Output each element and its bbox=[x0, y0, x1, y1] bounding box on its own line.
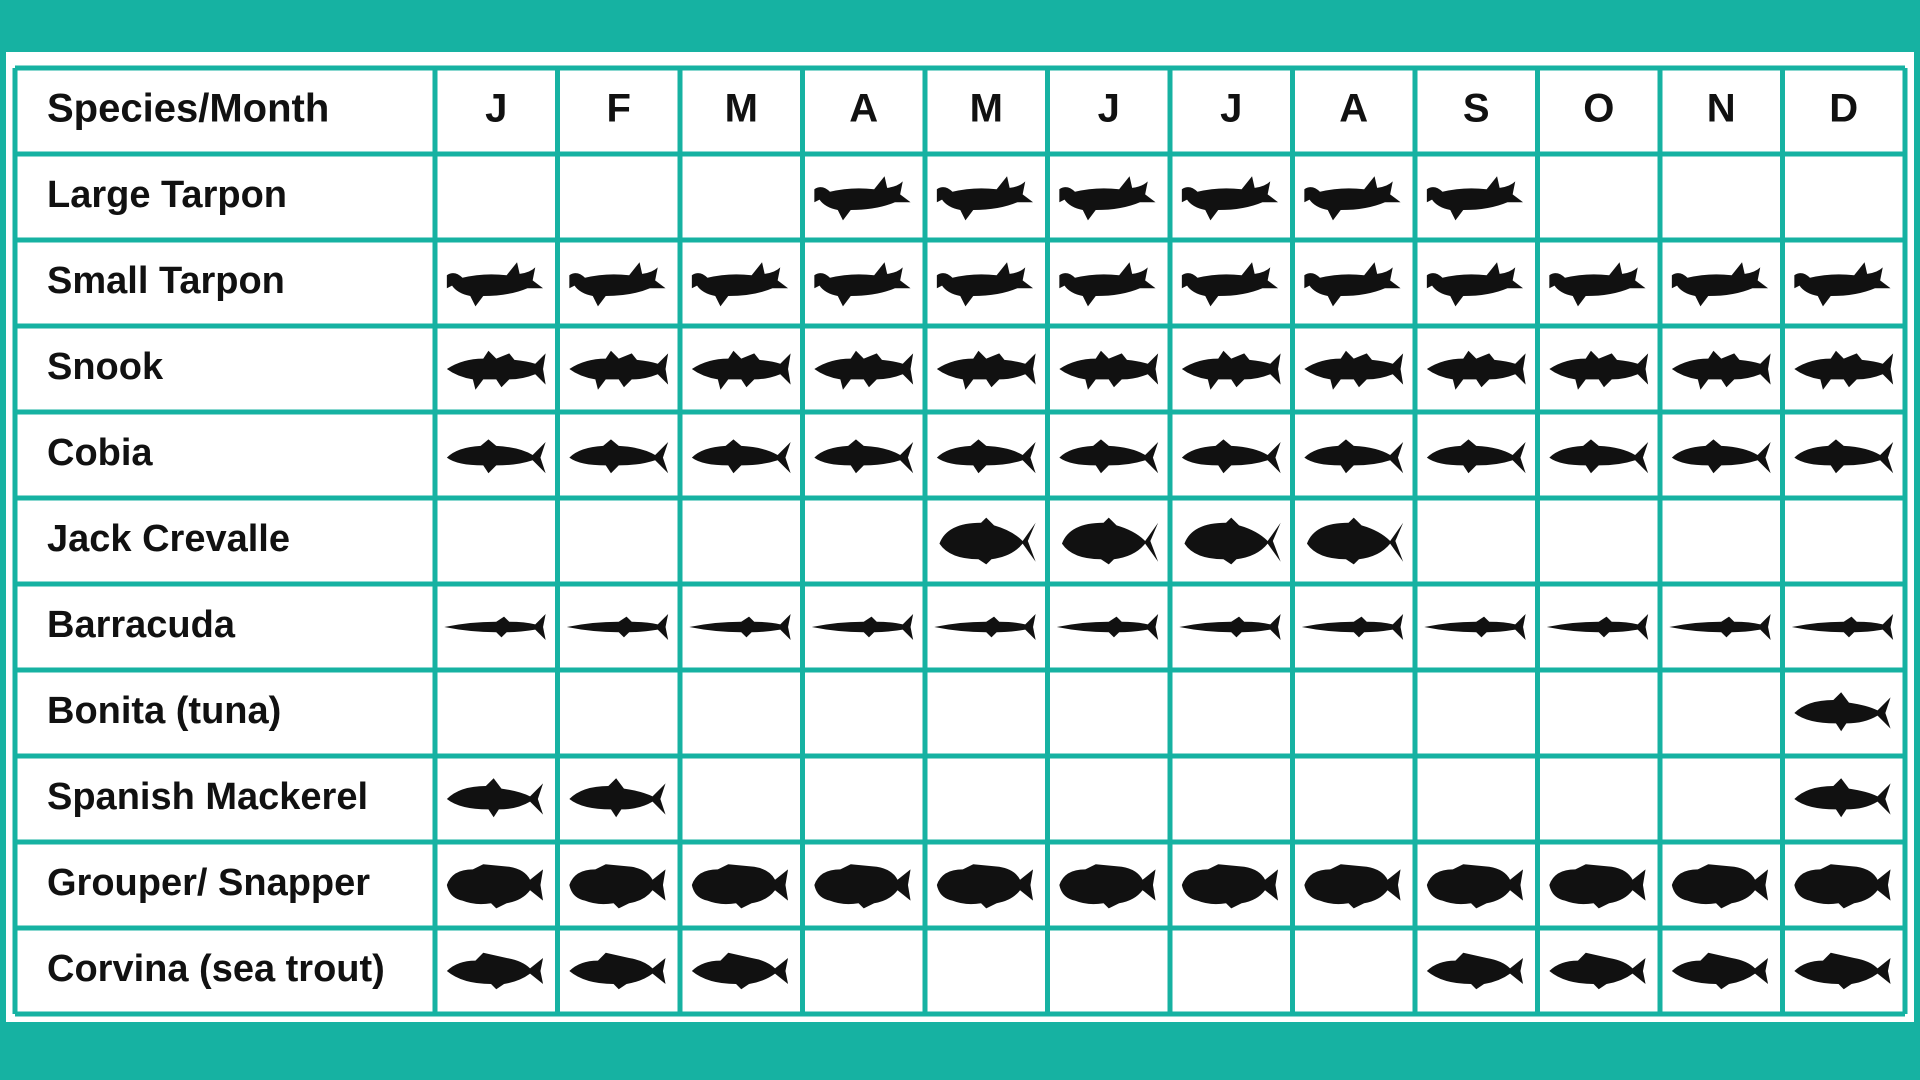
month-cell bbox=[1415, 498, 1538, 584]
month-header: J bbox=[1220, 87, 1242, 131]
month-header: F bbox=[607, 87, 631, 131]
month-cell bbox=[1660, 670, 1783, 756]
month-cell bbox=[925, 670, 1048, 756]
month-header: M bbox=[725, 87, 758, 131]
month-cell bbox=[680, 154, 803, 240]
month-cell bbox=[1293, 670, 1416, 756]
month-cell bbox=[925, 756, 1048, 842]
month-header: N bbox=[1707, 87, 1736, 131]
month-cell bbox=[558, 498, 681, 584]
month-cell bbox=[1293, 928, 1416, 1014]
month-cell bbox=[680, 756, 803, 842]
month-cell bbox=[925, 928, 1048, 1014]
species-name: Small Tarpon bbox=[47, 260, 285, 302]
month-cell bbox=[435, 498, 558, 584]
month-cell bbox=[435, 154, 558, 240]
month-header: A bbox=[849, 87, 878, 131]
month-header: M bbox=[970, 87, 1003, 131]
month-cell bbox=[680, 670, 803, 756]
month-cell bbox=[1783, 154, 1906, 240]
species-name: Bonita (tuna) bbox=[47, 690, 281, 732]
month-cell bbox=[1293, 756, 1416, 842]
month-cell bbox=[1538, 756, 1661, 842]
species-name: Corvina (sea trout) bbox=[47, 948, 385, 990]
month-header: O bbox=[1583, 87, 1614, 131]
month-cell bbox=[1538, 498, 1661, 584]
month-cell bbox=[1415, 670, 1538, 756]
species-name: Jack Crevalle bbox=[47, 518, 290, 560]
month-cell bbox=[1660, 756, 1783, 842]
month-cell bbox=[1415, 756, 1538, 842]
month-cell bbox=[1660, 498, 1783, 584]
month-header: J bbox=[1098, 87, 1120, 131]
month-header: A bbox=[1339, 87, 1368, 131]
month-cell bbox=[1660, 154, 1783, 240]
month-header: D bbox=[1829, 87, 1858, 131]
month-cell bbox=[803, 498, 926, 584]
species-name: Barracuda bbox=[47, 604, 236, 646]
month-cell bbox=[1783, 498, 1906, 584]
month-cell bbox=[1170, 928, 1293, 1014]
month-header: S bbox=[1463, 87, 1490, 131]
month-cell bbox=[558, 670, 681, 756]
month-cell bbox=[1170, 670, 1293, 756]
month-cell bbox=[680, 498, 803, 584]
month-cell bbox=[803, 756, 926, 842]
month-cell bbox=[1048, 670, 1171, 756]
month-cell bbox=[803, 670, 926, 756]
header-cell: Species/Month bbox=[47, 87, 329, 131]
month-cell bbox=[803, 928, 926, 1014]
species-name: Spanish Mackerel bbox=[47, 776, 368, 818]
month-cell bbox=[1048, 756, 1171, 842]
month-cell bbox=[435, 670, 558, 756]
species-name: Snook bbox=[47, 346, 164, 388]
month-cell bbox=[1170, 756, 1293, 842]
month-cell bbox=[1538, 670, 1661, 756]
species-name: Large Tarpon bbox=[47, 174, 287, 216]
month-header: J bbox=[485, 87, 507, 131]
month-cell bbox=[558, 154, 681, 240]
species-name: Grouper/ Snapper bbox=[47, 862, 370, 904]
month-cell bbox=[1048, 928, 1171, 1014]
species-name: Cobia bbox=[47, 432, 153, 474]
month-cell bbox=[1538, 154, 1661, 240]
